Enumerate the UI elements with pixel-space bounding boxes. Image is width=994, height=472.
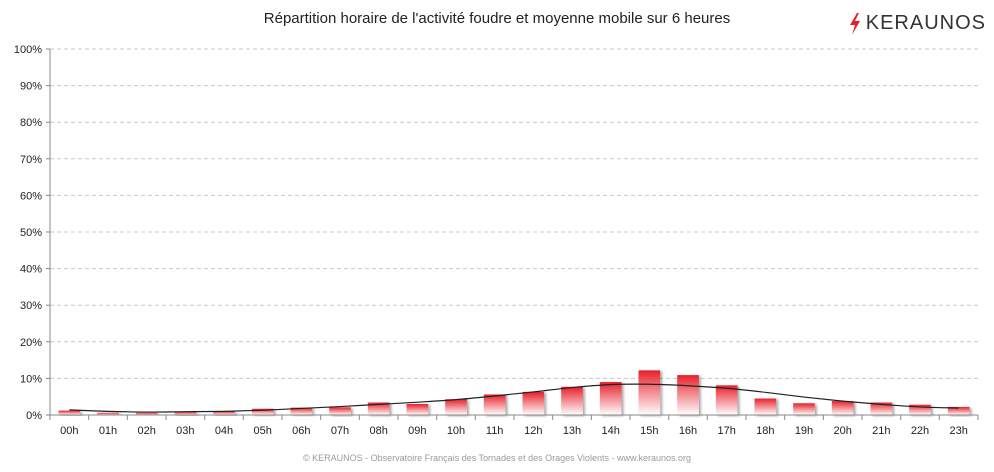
x-tick-label: 10h (447, 425, 465, 437)
bar (599, 382, 622, 415)
bar (58, 410, 81, 415)
bar (329, 407, 351, 415)
keraunos-logo: KERAUNOS (848, 12, 986, 35)
y-tick-label: 0% (26, 410, 42, 422)
logo-text: KERAUNOS (865, 12, 986, 34)
x-tick-label: 11h (486, 425, 504, 437)
x-tick-label: 15h (640, 425, 658, 437)
bar (367, 402, 390, 415)
bar (909, 404, 931, 415)
x-tick-label: 18h (756, 425, 774, 437)
bar (638, 370, 661, 415)
x-tick-label: 07h (331, 425, 349, 437)
y-tick-label: 10% (20, 373, 42, 385)
bar (445, 399, 467, 415)
bar (251, 408, 274, 415)
x-tick-label: 00h (60, 425, 78, 437)
moving-average-line (69, 383, 959, 413)
x-tick-label: 19h (795, 425, 813, 437)
bar (831, 401, 854, 415)
bar (561, 386, 583, 415)
x-tick-label: 21h (872, 425, 890, 437)
x-tick-label: 12h (524, 425, 542, 437)
bar (870, 402, 893, 415)
bar (793, 403, 815, 415)
bar (715, 385, 738, 415)
x-tick-label: 22h (911, 425, 929, 437)
x-tick-label: 08h (369, 425, 387, 437)
x-tick-label: 17h (717, 425, 735, 437)
chart-title: Répartition horaire de l'activité foudre… (263, 10, 731, 27)
bar (677, 375, 699, 415)
y-tick-label: 70% (20, 154, 42, 166)
x-tick-label: 05h (253, 425, 271, 437)
y-tick-label: 90% (20, 81, 42, 93)
bar (290, 407, 313, 415)
x-tick-label: 13h (563, 425, 581, 437)
bar (754, 398, 777, 415)
x-tick-label: 01h (99, 425, 117, 437)
y-tick-label: 20% (20, 337, 42, 349)
x-tick-label: 06h (292, 425, 310, 437)
footer-credit: © KERAUNOS - Observatoire Français des T… (303, 453, 691, 463)
bar (522, 391, 545, 415)
bar (174, 412, 197, 415)
x-tick-label: 23h (949, 425, 967, 437)
bar (483, 394, 506, 415)
x-tick-label: 09h (408, 425, 426, 437)
y-tick-label: 40% (20, 264, 42, 276)
bar (135, 412, 158, 415)
bar (97, 412, 119, 415)
y-tick-label: 100% (14, 44, 42, 56)
y-tick-label: 60% (20, 190, 42, 202)
x-tick-label: 02h (137, 425, 155, 437)
y-tick-label: 50% (20, 227, 42, 239)
x-tick-label: 20h (833, 425, 851, 437)
bar (213, 411, 235, 415)
x-tick-label: 04h (215, 425, 233, 437)
y-tick-label: 30% (20, 300, 42, 312)
x-tick-label: 03h (176, 425, 194, 437)
x-tick-label: 14h (601, 425, 619, 437)
lightning-bolt-icon (849, 12, 860, 35)
x-tick-label: 16h (679, 425, 697, 437)
y-tick-label: 80% (20, 117, 42, 129)
bar (406, 404, 429, 415)
bar (947, 406, 970, 415)
